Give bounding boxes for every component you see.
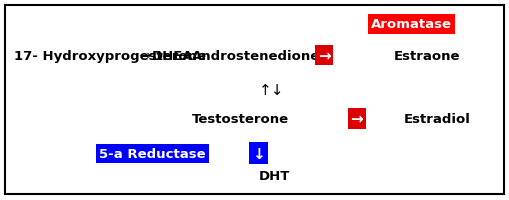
- Text: 17- Hydroxyprogesterone: 17- Hydroxyprogesterone: [14, 49, 206, 62]
- Text: →: →: [179, 49, 190, 62]
- Text: →: →: [318, 48, 331, 63]
- Text: →: →: [139, 49, 150, 62]
- Text: DHT: DHT: [259, 169, 290, 182]
- Text: ↓: ↓: [252, 146, 265, 161]
- Text: →: →: [350, 111, 363, 126]
- Text: Estraone: Estraone: [394, 49, 461, 62]
- Text: Androstenedione: Androstenedione: [192, 49, 320, 62]
- Text: DHEA: DHEA: [152, 49, 194, 62]
- Text: ↑↓: ↑↓: [259, 82, 284, 97]
- Text: Estradiol: Estradiol: [404, 112, 471, 125]
- Text: Testosterone: Testosterone: [192, 112, 289, 125]
- Text: Aromatase: Aromatase: [371, 18, 452, 31]
- Text: 5-a Reductase: 5-a Reductase: [99, 147, 206, 160]
